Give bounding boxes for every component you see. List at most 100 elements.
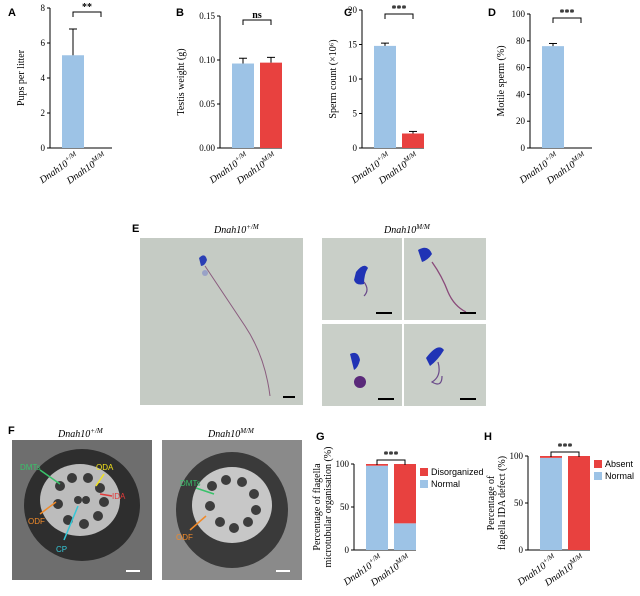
- y-tick-label: 0.10: [199, 55, 215, 65]
- y-tick-label: 6: [41, 38, 46, 48]
- e-mut-image-4: [404, 324, 486, 406]
- significance-bracket: [550, 451, 580, 457]
- e-mut-scale-bar-3: [378, 398, 394, 400]
- legend-label: Disorganized: [431, 467, 484, 477]
- f-wt-title: Dnah10+/M: [57, 427, 104, 440]
- y-tick-label: 20: [348, 5, 358, 15]
- bar-0: [374, 45, 396, 148]
- y-tick-label: 50: [514, 498, 524, 508]
- y-axis-label: Sperm count (×10⁶): [328, 39, 339, 118]
- e-mut-image-2: [404, 238, 486, 320]
- y-tick-label: 0: [353, 143, 358, 153]
- y-tick-label: 60: [516, 63, 526, 73]
- bar-normal-0: [540, 457, 562, 550]
- y-tick-label: 0: [41, 143, 46, 153]
- panel-f-tem: Dnah10+/M Dnah10M/M DMTs ODA IDA ODF CP: [12, 427, 302, 580]
- panel-letter-a: A: [8, 7, 16, 19]
- significance-label: ***: [558, 442, 573, 453]
- bar-absent-1: [568, 456, 590, 550]
- y-tick-label: 100: [510, 451, 524, 461]
- f-wt-oda-arrow: [95, 473, 105, 487]
- y-tick-label: 0.15: [199, 11, 215, 21]
- significance-bracket: [242, 19, 272, 25]
- y-tick-label: 0.00: [199, 143, 215, 153]
- significance-label: ***: [392, 4, 407, 15]
- e-wt-sperm-head: [199, 255, 207, 266]
- bar-normal-0: [366, 465, 388, 550]
- y-tick-label: 50: [340, 502, 350, 512]
- legend-swatch: [420, 468, 428, 476]
- legend-label: Absent: [605, 459, 634, 469]
- y-tick-label: 10: [348, 74, 358, 84]
- y-tick-label: 0: [345, 545, 350, 555]
- panel-letter-b: B: [176, 7, 184, 19]
- f-mut-odf-arrow: [189, 515, 207, 531]
- y-tick-label: 15: [348, 40, 358, 50]
- legend-swatch: [420, 480, 428, 488]
- panel-e-micrographs: Dnah10+/M Dnah10M/M: [140, 223, 486, 406]
- significance-bracket: [384, 13, 414, 19]
- bar-normal-1: [394, 523, 416, 550]
- f-mut-label-dmts: DMTs: [180, 479, 200, 488]
- y-axis-label: Testis weight (g): [176, 48, 187, 115]
- significance-label: **: [82, 2, 92, 13]
- bar-1: [260, 62, 282, 148]
- legend-swatch: [594, 472, 602, 480]
- f-wt-label-cp: CP: [56, 545, 67, 554]
- e-mut-scale-bar-2: [460, 312, 476, 314]
- f-mut-title: Dnah10M/M: [207, 427, 255, 440]
- y-tick-label: 0: [519, 545, 524, 555]
- e-wt-sperm-tail: [204, 265, 271, 397]
- e-wt-scale-bar: [283, 396, 295, 398]
- significance-bracket: [552, 17, 582, 23]
- significance-label: ***: [384, 450, 399, 461]
- y-tick-label: 100: [336, 459, 350, 469]
- f-wt-label-odf: ODF: [28, 517, 45, 526]
- y-axis-label: Percentage offlagella IDA defect (%): [486, 456, 508, 550]
- panel-letter-e: E: [132, 223, 139, 235]
- y-tick-label: 4: [41, 73, 46, 83]
- significance-label: ***: [560, 8, 575, 19]
- panel-letter-d: D: [488, 7, 496, 19]
- e-mut-image-3: [322, 324, 402, 406]
- legend-label: Normal: [431, 479, 460, 489]
- bar-0: [542, 46, 564, 148]
- y-axis-label: Pups per litter: [16, 49, 27, 106]
- f-mut-label-odf: ODF: [176, 533, 193, 542]
- e-mut-title: Dnah10M/M: [383, 223, 431, 236]
- legend-label: Normal: [605, 471, 634, 481]
- e-mut-scale-bar-4: [460, 398, 476, 400]
- y-tick-label: 40: [516, 89, 526, 99]
- y-tick-label: 20: [516, 116, 526, 126]
- bar-0: [232, 63, 254, 148]
- y-axis-label: Percentage of flagellamicrotubular organ…: [312, 447, 334, 568]
- legend-swatch: [594, 460, 602, 468]
- y-axis-label: Motile sperm (%): [496, 45, 507, 116]
- e-wt-title: Dnah10+/M: [213, 223, 260, 236]
- panel-letter-f: F: [8, 425, 15, 437]
- panel-letter-c: C: [344, 7, 352, 19]
- significance-label: ns: [252, 10, 262, 21]
- e-wt-image: [140, 238, 303, 405]
- y-tick-label: 8: [41, 3, 46, 13]
- y-tick-label: 0: [521, 143, 526, 153]
- bar-1: [402, 133, 424, 148]
- bar-0: [62, 55, 84, 148]
- f-wt-dmt-arrow: [39, 469, 61, 485]
- y-tick-label: 0.05: [199, 99, 215, 109]
- significance-bracket: [72, 11, 102, 17]
- f-wt-label-oda: ODA: [96, 463, 114, 472]
- f-mut-dmt-arrow: [195, 487, 215, 495]
- y-tick-label: 5: [353, 109, 358, 119]
- f-wt-label-dmts: DMTs: [20, 463, 40, 472]
- f-wt-scale-bar: [126, 570, 140, 572]
- panel-letter-h: H: [484, 431, 492, 443]
- f-wt-odf-arrow: [39, 501, 57, 515]
